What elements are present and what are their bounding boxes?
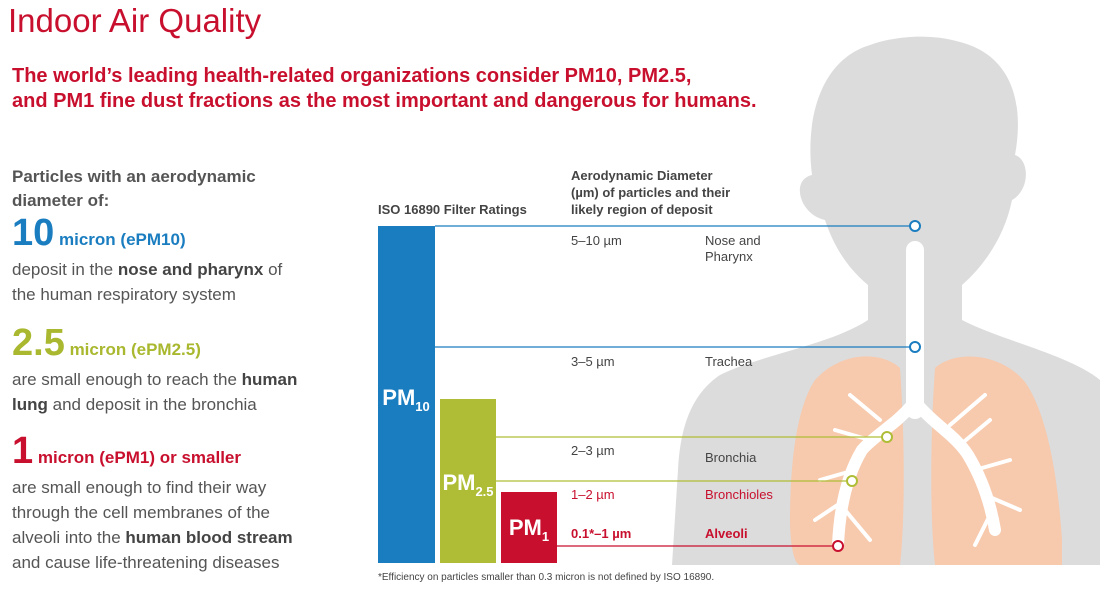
title: Indoor Air Quality <box>8 2 262 39</box>
bar-label-main: PM <box>509 515 542 540</box>
particle-size: 1–2 µm <box>571 487 615 502</box>
pm10-bar <box>378 226 435 563</box>
footnote: *Efficiency on particles smaller than 0.… <box>378 572 714 583</box>
text-run: through the cell membranes of the <box>12 503 270 522</box>
bar-label: PM10 <box>382 385 429 414</box>
description-line: through the cell membranes of the <box>12 503 270 522</box>
text-run: deposit in the <box>12 260 118 279</box>
emphasis: nose and pharynx <box>118 260 264 279</box>
text-run: alveoli into the <box>12 528 125 547</box>
bar-label: PM1 <box>509 515 549 544</box>
size-number: 1 <box>12 430 33 472</box>
connectors <box>435 220 921 552</box>
text-run: the human respiratory system <box>12 285 236 304</box>
pm1-bar <box>501 492 557 563</box>
diameter-header: (µm) of particles and their <box>571 185 730 200</box>
deposit-region: Bronchioles <box>705 487 773 502</box>
diameter-header: Aerodynamic Diameter <box>571 168 713 183</box>
description-line: are small enough to reach the human <box>12 370 297 389</box>
description-line: and cause life-threatening diseases <box>12 553 279 572</box>
description-line: deposit in the nose and pharynx of <box>12 260 283 279</box>
bar-label-main: PM <box>442 470 475 495</box>
particle-sections: 10 micron (ePM10) deposit in the nose and… <box>12 212 297 572</box>
text-run: of <box>263 260 282 279</box>
description-line: are small enough to find their way <box>12 478 267 497</box>
lungs <box>790 241 1062 565</box>
particle-size: 5–10 µm <box>571 233 622 248</box>
pm25-bar <box>440 399 496 563</box>
size-label: micron (ePM2.5) <box>70 340 201 359</box>
subtitle: The world’s leading health-related organ… <box>12 65 691 87</box>
bar-label-sub: 1 <box>542 529 549 544</box>
intro: diameter of: <box>12 191 109 210</box>
diameter-header: likely region of deposit <box>571 202 713 217</box>
size-number: 2.5 <box>12 322 65 364</box>
emphasis: human blood stream <box>125 528 292 547</box>
ratings-header: ISO 16890 Filter Ratings <box>378 202 527 217</box>
bar-label: PM2.5 <box>442 470 493 499</box>
text-run: and cause life-threatening diseases <box>12 553 279 572</box>
bar-label-sub: 2.5 <box>475 484 493 499</box>
size-number: 10 <box>12 212 54 254</box>
particle-size: 3–5 µm <box>571 354 615 369</box>
intro: Particles with an aerodynamic <box>12 167 256 186</box>
description-line: alveoli into the human blood stream <box>12 528 293 547</box>
description-line: lung and deposit in the bronchia <box>12 395 257 414</box>
deposit-region: Nose and <box>705 233 761 248</box>
deposit-region: Pharynx <box>705 249 753 264</box>
particle-size: 0.1*–1 µm <box>571 526 631 541</box>
text-run: and deposit in the bronchia <box>48 395 257 414</box>
bar-label-sub: 10 <box>415 399 429 414</box>
emphasis: lung <box>12 395 48 414</box>
deposit-region: Trachea <box>705 354 753 369</box>
particle-size: 2–3 µm <box>571 443 615 458</box>
description-line: the human respiratory system <box>12 285 236 304</box>
subtitle: and PM1 fine dust fractions as the most … <box>12 90 757 112</box>
section-heading: 1 micron (ePM1) or smaller <box>12 430 241 472</box>
text-run: are small enough to find their way <box>12 478 267 497</box>
deposit-region: Alveoli <box>705 526 748 541</box>
text-run: are small enough to reach the <box>12 370 242 389</box>
emphasis: human <box>242 370 298 389</box>
size-label: micron (ePM1) or smaller <box>38 448 242 467</box>
size-label: micron (ePM10) <box>59 230 186 249</box>
section-heading: 10 micron (ePM10) <box>12 212 186 254</box>
deposit-region: Bronchia <box>705 450 757 465</box>
bar-label-main: PM <box>382 385 415 410</box>
section-heading: 2.5 micron (ePM2.5) <box>12 322 201 364</box>
